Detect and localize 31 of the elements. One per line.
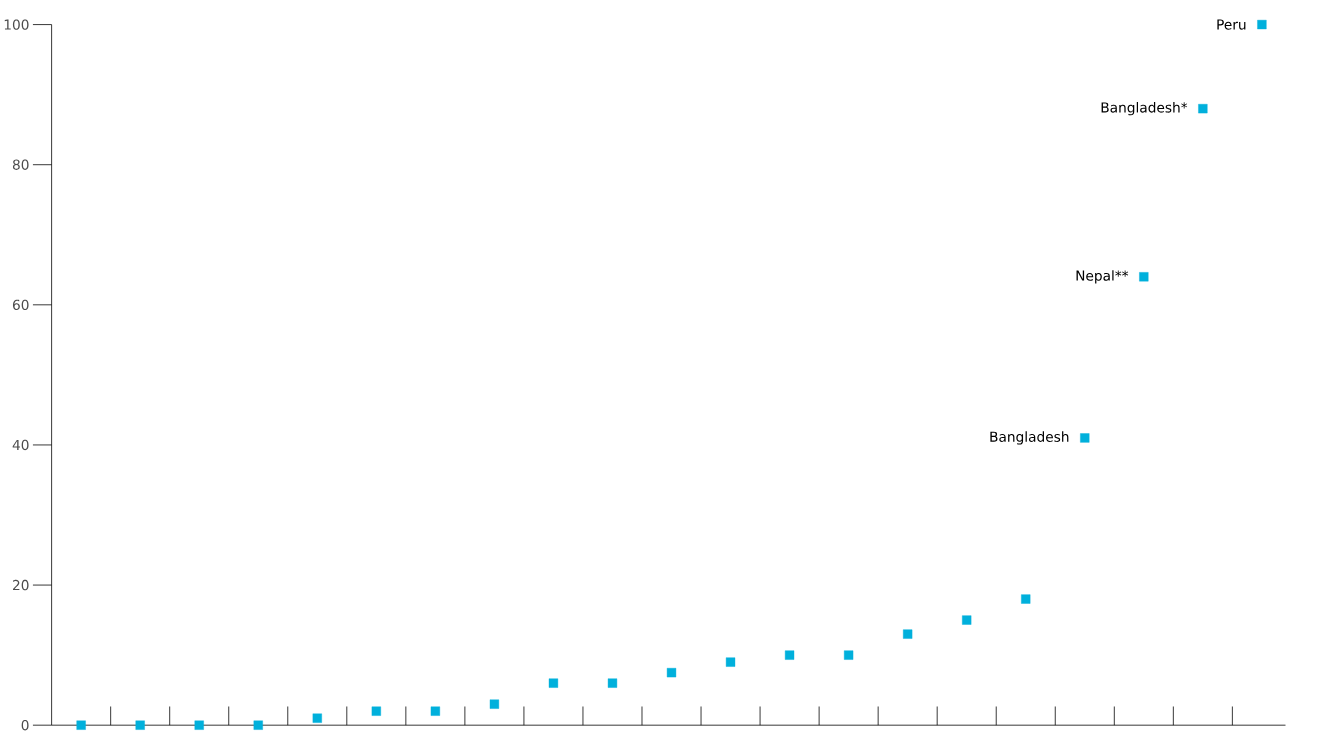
- point: [666, 668, 677, 678]
- point: [1021, 594, 1031, 604]
- point: [903, 629, 913, 639]
- annotation: Nepal**: [1076, 270, 1129, 284]
- point: [194, 720, 204, 730]
- point: [784, 650, 795, 660]
- y-tick-label: 80: [12, 159, 29, 171]
- y-tick-label: 0: [21, 720, 29, 731]
- y-tick-label: 100: [4, 19, 29, 30]
- annotation: Peru: [1217, 19, 1246, 30]
- point: [725, 657, 736, 667]
- point: [1139, 272, 1149, 282]
- y-tick-label: 20: [13, 580, 29, 591]
- point: [962, 615, 972, 625]
- point: [489, 699, 500, 709]
- point: [548, 678, 559, 688]
- point: [312, 713, 322, 723]
- annotation: Bangladesh*: [1101, 102, 1188, 116]
- annotation: Bangladesh: [990, 431, 1069, 445]
- point: [135, 720, 145, 730]
- y-tick-label: 40: [12, 439, 29, 451]
- point: [1198, 104, 1208, 114]
- point: [607, 678, 618, 688]
- point: [844, 650, 854, 660]
- y-tick-label: 60: [12, 299, 29, 311]
- point: [371, 706, 381, 716]
- point: [76, 720, 86, 730]
- point: [253, 720, 263, 730]
- point: [1080, 433, 1090, 443]
- point: [430, 706, 440, 716]
- point: [1257, 20, 1267, 30]
